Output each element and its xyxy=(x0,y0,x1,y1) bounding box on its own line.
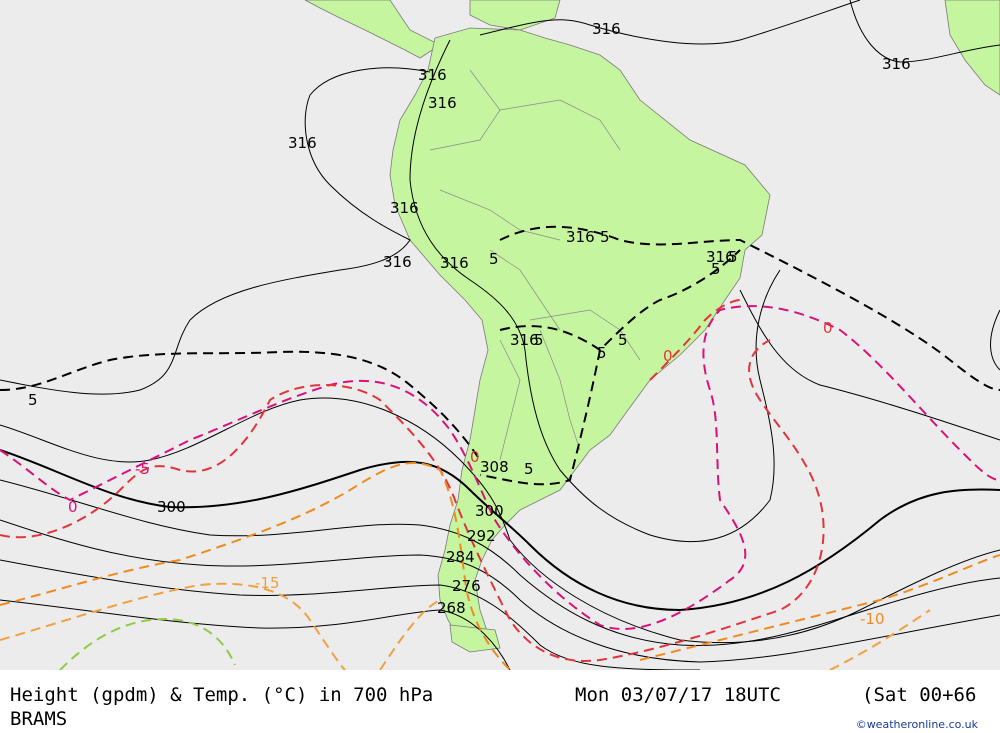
temp-label: 5 xyxy=(597,344,607,362)
map-title: Height (gpdm) & Temp. (°C) in 700 hPa xyxy=(10,684,434,706)
temp-label: -5 xyxy=(135,460,150,478)
temp-label: 5 xyxy=(618,331,628,349)
height-label: 316 xyxy=(390,199,419,217)
height-contour-ring-east-2 xyxy=(990,309,1000,371)
temp-label: 5 xyxy=(711,260,721,278)
height-contour-316-pacific xyxy=(0,67,431,395)
height-contour-316-inner xyxy=(409,39,781,542)
temperature-labels: 5 5 5 5 5 5 5 5 5 0 0 0 -5 0 -15 -10 xyxy=(28,228,885,628)
height-label: 316 xyxy=(566,228,595,246)
isotherm-neg10 xyxy=(0,462,1000,670)
isotherm-0-coast xyxy=(649,299,741,381)
temp-label: 0 xyxy=(823,319,833,337)
height-contour-292 xyxy=(0,479,1000,647)
temp-label: -15 xyxy=(255,574,280,592)
credit-link[interactable]: ©weatheronline.co.uk xyxy=(855,718,978,731)
isotherm-neg15 xyxy=(0,582,931,670)
isotherm-5-south xyxy=(479,349,601,486)
height-contour-ring-east xyxy=(739,289,1000,441)
height-labels: 316 316 316 316 316 316 316 316 316 316 … xyxy=(157,20,911,617)
height-label: 268 xyxy=(437,599,466,617)
isotherm-5-east xyxy=(499,225,1000,391)
height-label: 292 xyxy=(467,527,496,545)
height-label: 300 xyxy=(475,502,504,520)
height-label: 316 xyxy=(428,94,457,112)
height-contour-316-north xyxy=(479,0,861,45)
temperature-contours xyxy=(0,225,1000,670)
temp-label: -10 xyxy=(860,610,885,628)
temp-label: 5 xyxy=(489,250,499,268)
height-label: 316 xyxy=(440,254,469,272)
africa-land xyxy=(944,0,1000,96)
temp-label: 5 xyxy=(28,391,38,409)
model-name: BRAMS xyxy=(10,708,68,730)
height-label: 316 xyxy=(418,66,447,84)
temp-label: 5 xyxy=(534,331,544,349)
height-label: 300 xyxy=(157,498,186,516)
temp-label: 5 xyxy=(600,228,610,246)
country-borders xyxy=(429,69,641,461)
height-label: 276 xyxy=(452,577,481,595)
isotherm-neg5 xyxy=(0,305,1000,630)
temp-label: 5 xyxy=(524,460,534,478)
map-footer: Height (gpdm) & Temp. (°C) in 700 hPa Mo… xyxy=(0,670,1000,733)
temp-label: 0 xyxy=(68,498,78,516)
isotherm-5-west xyxy=(0,350,481,461)
height-contour-300 xyxy=(0,449,1000,612)
temp-label: 0 xyxy=(470,448,480,466)
height-label: 316 xyxy=(706,248,735,266)
height-contour-268 xyxy=(0,599,511,670)
height-label: 316 xyxy=(383,253,412,271)
height-label: 316 xyxy=(510,331,539,349)
central-america-land xyxy=(304,0,441,59)
height-label: 284 xyxy=(446,548,475,566)
valid-datetime: Mon 03/07/17 18UTC xyxy=(575,684,781,706)
height-label: 316 xyxy=(882,55,911,73)
temp-label: 5 xyxy=(728,248,738,266)
tierra-del-fuego-land xyxy=(449,624,501,653)
temp-label: 0 xyxy=(663,347,673,365)
isotherm-neg20 xyxy=(59,618,236,670)
height-label: 316 xyxy=(592,20,621,38)
weather-map: 316 316 316 316 316 316 316 316 316 316 … xyxy=(0,0,1000,670)
height-label: 308 xyxy=(480,458,509,476)
height-contour-316-ne xyxy=(849,0,1000,63)
forecast-step: (Sat 00+66 xyxy=(862,684,977,706)
height-label: 316 xyxy=(288,134,317,152)
isotherm-5-interior xyxy=(499,249,741,352)
isotherm-0 xyxy=(0,339,825,662)
